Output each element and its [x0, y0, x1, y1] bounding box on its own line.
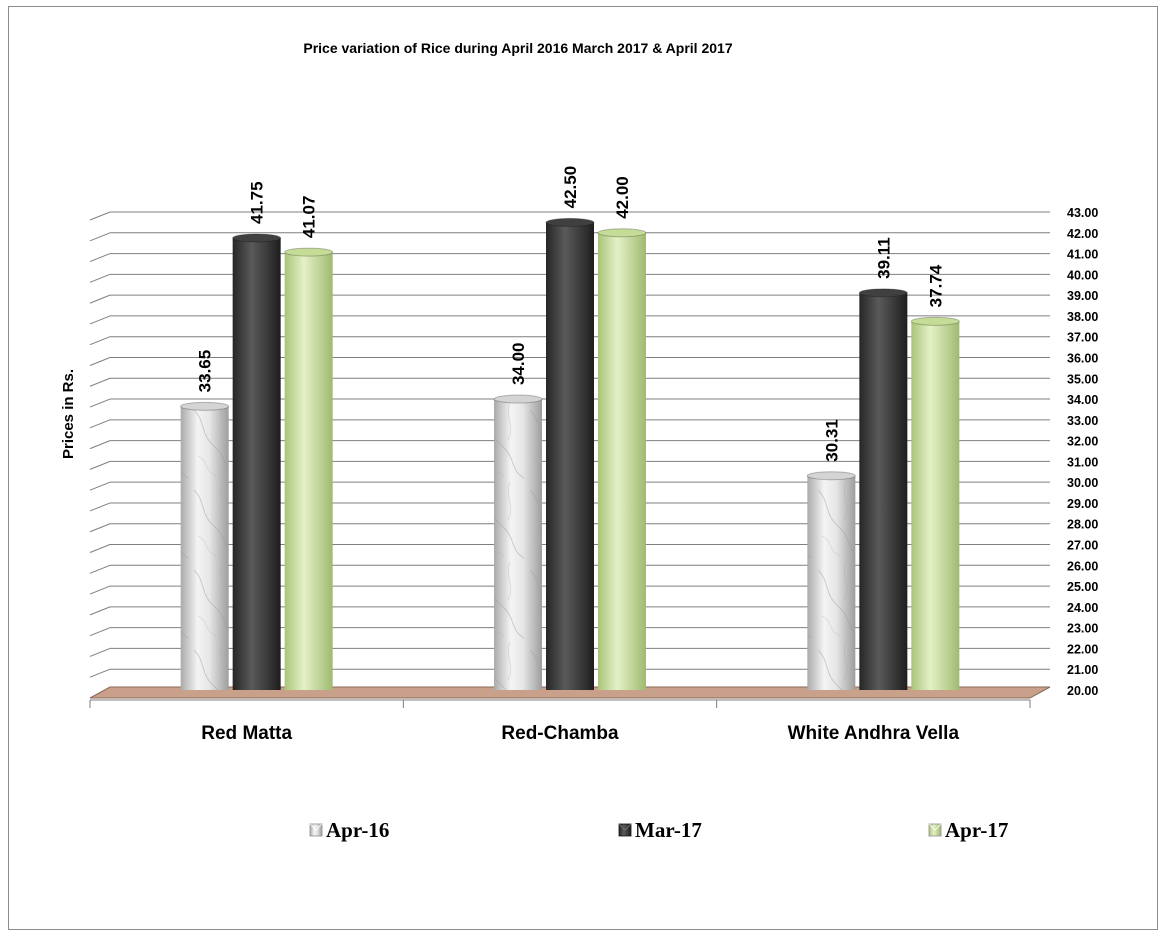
bar [910, 316, 960, 690]
gridline-side [89, 232, 111, 242]
gridline-side [89, 544, 111, 553]
data-label: 34.00 [509, 342, 528, 385]
data-label: 41.75 [248, 181, 267, 224]
gridline-side [89, 585, 111, 595]
y-tick-label: 29.00 [1067, 497, 1098, 511]
y-tick-label: 39.00 [1067, 289, 1098, 303]
bar-texture [807, 475, 856, 690]
bar-body [284, 252, 333, 691]
legend-label: Mar-17 [635, 818, 702, 842]
bar-body [598, 232, 646, 691]
x-tick-label: Red Matta [201, 723, 292, 744]
gridline-side [89, 502, 111, 512]
legend-entry: Mar-17 [618, 818, 702, 842]
bar-top [858, 288, 908, 298]
y-tick-label: 28.00 [1067, 518, 1098, 532]
y-tick-label: 23.00 [1067, 622, 1098, 636]
bar-body [546, 222, 594, 691]
gridline-side [89, 211, 111, 221]
bar-body [859, 292, 908, 690]
legend-swatch-bevel [309, 823, 323, 831]
y-tick-label: 35.00 [1067, 372, 1098, 386]
gridline-side [89, 460, 111, 470]
chart-title: Price variation of Rice during April 201… [303, 40, 732, 56]
y-tick-label: 41.00 [1067, 248, 1098, 262]
bar [232, 233, 282, 690]
legend-label: Apr-17 [945, 818, 1008, 842]
x-tick-label: Red-Chamba [501, 723, 619, 744]
data-label: 33.65 [196, 350, 215, 393]
bar [597, 228, 647, 691]
legend-entry: Apr-16 [309, 818, 389, 842]
bar [858, 288, 908, 690]
gridline-side [89, 481, 111, 491]
data-label: 41.07 [300, 196, 319, 239]
bar-body [232, 237, 281, 690]
bar-top [284, 247, 334, 257]
gridline-side [89, 523, 111, 533]
y-tick-label: 43.00 [1067, 206, 1098, 220]
bar-top [910, 316, 960, 326]
gridline-side [89, 440, 111, 450]
bar-top [232, 233, 282, 243]
gridline-side [89, 419, 111, 429]
y-tick-label: 42.00 [1067, 227, 1098, 241]
bar [493, 394, 543, 690]
bar-top [180, 401, 230, 411]
bar-texture [180, 406, 229, 690]
y-tick-label: 36.00 [1067, 351, 1098, 365]
bar [180, 401, 230, 690]
y-tick-label: 34.00 [1067, 393, 1098, 407]
y-tick-label: 25.00 [1067, 580, 1098, 594]
bar [545, 217, 595, 691]
gridline-side [89, 398, 111, 408]
y-tick-label: 21.00 [1067, 663, 1098, 677]
gridline-side [89, 377, 111, 387]
y-tick-label: 37.00 [1067, 331, 1098, 345]
y-tick-label: 22.00 [1067, 642, 1098, 656]
y-tick-label: 32.00 [1067, 435, 1098, 449]
y-tick-label: 38.00 [1067, 310, 1098, 324]
data-label: 42.00 [613, 176, 632, 219]
bar-top [545, 217, 595, 227]
bar-top [806, 471, 856, 481]
gridline-side [89, 668, 111, 678]
gridline-side [89, 336, 111, 346]
gridline-side [89, 627, 111, 637]
x-tick-label: White Andhra Vella [788, 723, 960, 744]
bar-body [911, 321, 960, 690]
y-tick-label: 30.00 [1067, 476, 1098, 490]
y-tick-label: 24.00 [1067, 601, 1098, 615]
legend-swatch-bevel [928, 823, 942, 831]
bar-top [493, 394, 543, 404]
gridline-side [89, 357, 111, 366]
gridline-side [89, 253, 111, 263]
legend-label: Apr-16 [326, 818, 389, 842]
gridline-side [89, 294, 111, 304]
gridline-side [89, 647, 111, 657]
gridline-side [89, 273, 111, 283]
bar-texture [494, 399, 542, 690]
gridline-side [89, 606, 111, 616]
y-tick-label: 31.00 [1067, 455, 1098, 469]
bar-top [597, 228, 647, 238]
data-label: 37.74 [926, 264, 945, 307]
bar [284, 247, 334, 691]
y-axis-label: Prices in Rs. [60, 369, 77, 459]
data-label: 30.31 [822, 419, 841, 462]
legend-swatch-bevel [618, 823, 632, 831]
data-label: 42.50 [561, 166, 580, 209]
gridline-side [89, 315, 111, 325]
y-tick-label: 20.00 [1067, 684, 1098, 698]
bar [806, 471, 856, 690]
y-tick-label: 27.00 [1067, 539, 1098, 553]
data-label: 39.11 [874, 237, 893, 279]
y-tick-label: 40.00 [1067, 268, 1098, 282]
gridline-side [89, 564, 111, 574]
legend-entry: Apr-17 [928, 818, 1008, 842]
y-tick-label: 33.00 [1067, 414, 1098, 428]
y-tick-label: 26.00 [1067, 559, 1098, 573]
